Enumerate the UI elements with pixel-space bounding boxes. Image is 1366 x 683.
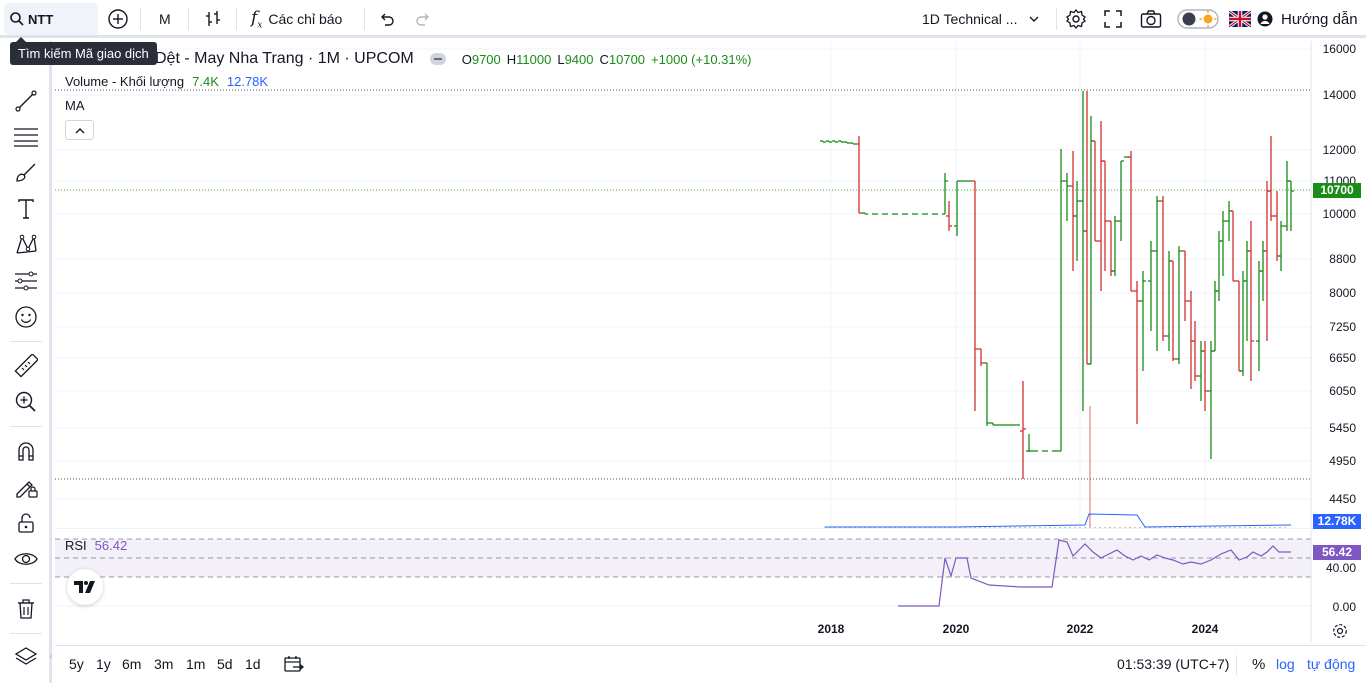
top-toolbar: NTT M fx Các chỉ báo 1D Technical ... xyxy=(0,0,1366,38)
legend-settings-icon[interactable] xyxy=(429,53,446,65)
chevron-down-icon xyxy=(1029,15,1039,23)
price-axis-label: 7250 xyxy=(1329,320,1356,334)
volume-ma-line xyxy=(825,513,1292,528)
text-icon[interactable] xyxy=(12,195,40,223)
symbol-legend[interactable]: Dệt - May Nha Trang · 1M · UPCOM O9700 H… xyxy=(155,50,752,68)
rsi-line xyxy=(898,539,1291,607)
price-axis-label: 14000 xyxy=(1322,88,1356,102)
fib-lines-icon[interactable] xyxy=(12,123,40,151)
trend-line-icon[interactable] xyxy=(12,87,40,115)
camera-icon[interactable] xyxy=(1140,0,1162,38)
search-icon xyxy=(10,12,24,26)
rsi-tag: 56.42 xyxy=(1313,545,1361,560)
range-button-5d[interactable]: 5d xyxy=(217,656,233,672)
price-axis-label: 8800 xyxy=(1329,252,1356,266)
time-axis-settings-icon[interactable] xyxy=(1332,623,1348,642)
pattern-icon[interactable] xyxy=(12,231,40,259)
user-icon xyxy=(1257,11,1273,27)
interval-button[interactable]: M xyxy=(159,11,171,27)
time-label-2020: 2020 xyxy=(942,622,970,636)
volume-label: Volume - Khối lượng xyxy=(65,74,185,89)
price-axis-label: 8000 xyxy=(1329,286,1356,300)
symbol-label: NTT xyxy=(28,11,54,27)
price-bars xyxy=(820,91,1294,479)
ma-legend[interactable]: MA xyxy=(65,98,85,113)
bottom-toolbar: 5y 1y 6m 3m 1m 5d 1d 01:53:39 (UTC+7) % log tự… xyxy=(55,645,1366,683)
price-pane[interactable] xyxy=(55,41,1366,529)
search-tooltip: Tìm kiếm Mã giao dịch xyxy=(10,37,157,65)
range-button-1m[interactable]: 1m xyxy=(186,656,206,672)
volume-ma-tag: 12.78K xyxy=(1313,514,1361,529)
rsi-axis-label-40: 40.00 xyxy=(1325,561,1356,575)
collapse-toolbar-handle[interactable]: ‹ xyxy=(49,650,53,662)
lock-drawings-icon[interactable] xyxy=(12,473,40,501)
help-label: Hướng dẫn xyxy=(1281,10,1358,28)
symbol-title: Dệt - May Nha Trang · 1M · UPCOM xyxy=(155,50,414,67)
brush-icon[interactable] xyxy=(12,159,40,187)
time-label-2018: 2018 xyxy=(817,622,845,636)
last-price-tag: 10700 xyxy=(1313,183,1361,198)
drawing-toolbar: ‹ xyxy=(0,41,53,683)
trash-icon[interactable] xyxy=(12,595,40,623)
range-button-6m[interactable]: 6m xyxy=(122,656,142,672)
tradingview-logo[interactable] xyxy=(67,569,103,605)
range-button-5y[interactable]: 5y xyxy=(69,656,84,672)
bar-style-icon[interactable] xyxy=(203,0,223,38)
date-range-icon[interactable] xyxy=(284,655,305,676)
chart-area[interactable]: Dệt - May Nha Trang · 1M · UPCOM O9700 H… xyxy=(55,41,1366,643)
ohlc-values: O9700 H11000 L9400 C10700 +1000 (+10.31%… xyxy=(461,51,752,67)
price-axis-label: 4950 xyxy=(1329,454,1356,468)
price-axis-label: 6050 xyxy=(1329,384,1356,398)
undo-icon[interactable] xyxy=(377,0,395,38)
auto-scale-toggle[interactable]: tự động xyxy=(1307,656,1356,672)
layers-icon[interactable] xyxy=(12,643,40,671)
range-button-1d[interactable]: 1d xyxy=(245,656,261,672)
log-scale-toggle[interactable]: log xyxy=(1276,656,1295,672)
uk-flag-icon[interactable] xyxy=(1229,0,1251,38)
eye-icon[interactable] xyxy=(12,545,40,573)
volume-legend[interactable]: Volume - Khối lượng 7.4K 12.78K xyxy=(65,74,268,89)
fullscreen-icon[interactable] xyxy=(1104,0,1122,38)
indicators-button[interactable]: fx Các chỉ báo xyxy=(251,0,342,38)
smiley-icon[interactable] xyxy=(12,303,40,331)
layout-menu-button[interactable]: 1D Technical ... xyxy=(922,0,1039,38)
time-label-2022: 2022 xyxy=(1066,622,1094,636)
percent-scale-toggle[interactable]: % xyxy=(1252,656,1266,673)
collapse-legend-button[interactable] xyxy=(65,120,94,140)
theme-toggle-icon[interactable] xyxy=(1177,0,1219,38)
rsi-label: RSI xyxy=(65,538,87,553)
redo-icon[interactable] xyxy=(415,0,433,38)
price-axis-label: 6650 xyxy=(1329,351,1356,365)
price-axis-label: 16000 xyxy=(1322,42,1356,56)
ruler-icon[interactable] xyxy=(12,352,40,380)
range-button-3m[interactable]: 3m xyxy=(154,656,174,672)
help-button[interactable]: Hướng dẫn xyxy=(1257,0,1358,38)
function-icon: fx xyxy=(251,7,263,31)
gear-icon[interactable] xyxy=(1065,0,1087,38)
zoom-in-icon[interactable] xyxy=(12,388,40,416)
rsi-legend[interactable]: RSI 56.42 xyxy=(65,538,127,553)
price-axis-label: 12000 xyxy=(1322,143,1356,157)
volume-value: 7.4K xyxy=(192,74,219,89)
unlock-icon[interactable] xyxy=(12,509,40,537)
range-button-1y[interactable]: 1y xyxy=(96,656,111,672)
price-axis-label: 4450 xyxy=(1329,492,1356,506)
indicators-label: Các chỉ báo xyxy=(268,11,343,27)
compare-add-icon[interactable] xyxy=(107,0,129,38)
magnet-icon[interactable] xyxy=(12,437,40,465)
clock-timezone[interactable]: 01:53:39 (UTC+7) xyxy=(1117,656,1230,672)
rsi-pane[interactable] xyxy=(55,530,1366,642)
time-label-2024: 2024 xyxy=(1191,622,1219,636)
price-axis-label: 10000 xyxy=(1322,207,1356,221)
volume-bars xyxy=(824,406,1286,528)
layout-name: 1D Technical ... xyxy=(922,11,1018,27)
prediction-icon[interactable] xyxy=(12,267,40,295)
rsi-value: 56.42 xyxy=(94,538,128,553)
volume-ma-value: 12.78K xyxy=(226,74,269,89)
symbol-search-button[interactable]: NTT xyxy=(4,3,98,35)
price-axis-label: 5450 xyxy=(1329,421,1356,435)
rsi-axis-label-0: 0.00 xyxy=(1332,600,1356,614)
